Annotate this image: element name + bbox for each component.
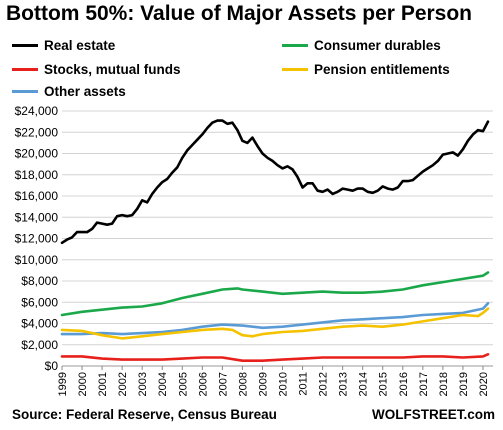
- x-tick-label: 2018: [438, 372, 450, 396]
- x-tick-label: 2000: [77, 372, 89, 396]
- legend-swatch-other-assets: [12, 89, 38, 93]
- legend-label-other-assets: Other assets: [44, 83, 126, 99]
- y-tick-label: $8,000: [21, 274, 58, 288]
- x-tick-label: 2012: [318, 372, 330, 396]
- y-tick-label: $12,000: [15, 232, 59, 246]
- x-tick-label: 2006: [197, 372, 209, 396]
- x-tick-label: 2010: [278, 372, 290, 396]
- x-tick-label: 2020: [478, 372, 490, 396]
- x-tick-label: 2007: [217, 372, 229, 396]
- legend-label-stocks: Stocks, mutual funds: [44, 61, 181, 77]
- x-tick-label: 1999: [57, 372, 69, 396]
- y-axis-tick-labels: $0 $2,000 $4,000 $6,000 $8,000 $10,000 $12,000…: [15, 104, 59, 373]
- legend-item-real-estate: Real estate: [12, 37, 115, 53]
- x-tick-label: 2013: [338, 372, 350, 396]
- series-line-pension-entitlements: [60, 307, 490, 340]
- source-note: Source: Federal Reserve, Census Bureau: [12, 407, 277, 422]
- chart-title: Bottom 50%: Value of Major Assets per Pe…: [6, 2, 473, 25]
- gridlines: [62, 110, 493, 367]
- y-tick-label: $16,000: [15, 189, 59, 203]
- x-tick-label: 2019: [458, 372, 470, 396]
- x-tick-label: 2008: [237, 372, 249, 396]
- legend-item-pension: Pension entitlements: [282, 61, 450, 77]
- y-tick-label: $6,000: [21, 295, 58, 309]
- series-lines: [60, 119, 490, 363]
- legend-swatch-pension: [282, 67, 308, 71]
- y-tick-label: $0: [45, 359, 59, 373]
- x-tick-label: 2015: [378, 372, 390, 396]
- x-tick-label: 2003: [137, 372, 149, 396]
- x-tick-label: 2016: [398, 372, 410, 396]
- x-tick-label: 2014: [358, 372, 370, 396]
- x-tick-label: 2002: [117, 372, 129, 396]
- legend-label-consumer-durables: Consumer durables: [314, 37, 441, 53]
- series-line-consumer-durables: [60, 271, 490, 317]
- series-line-other-assets: [60, 301, 490, 336]
- x-tick-label: 2004: [157, 372, 169, 396]
- series-line-real-estate: [60, 119, 490, 245]
- series-line-stocks-mutual-funds: [60, 352, 490, 363]
- x-tick-label: 2011: [298, 372, 310, 396]
- y-tick-label: $22,000: [15, 125, 59, 139]
- y-tick-label: $14,000: [15, 210, 59, 224]
- x-tick-label: 2001: [97, 372, 109, 396]
- x-tick-label: 2017: [418, 372, 430, 396]
- legend-item-other-assets: Other assets: [12, 83, 126, 99]
- brand-label: WOLFSTREET.com: [371, 407, 495, 422]
- legend-swatch-consumer-durables: [282, 43, 308, 47]
- y-tick-label: $2,000: [21, 338, 58, 352]
- y-tick-label: $10,000: [15, 253, 59, 267]
- y-tick-label: $20,000: [15, 147, 59, 161]
- x-axis-tick-labels: 1999 2000 2001 2002 2003 2004 2005 2006 2007 2008…: [57, 366, 490, 396]
- y-tick-label: $4,000: [21, 317, 58, 331]
- legend-item-consumer-durables: Consumer durables: [282, 37, 441, 53]
- legend-swatch-stocks: [12, 67, 38, 71]
- x-tick-label: 2005: [177, 372, 189, 396]
- x-tick-label: 2009: [257, 372, 269, 396]
- legend-label-real-estate: Real estate: [44, 37, 116, 53]
- legend-label-pension: Pension entitlements: [314, 61, 450, 77]
- legend-swatch-real-estate: [12, 43, 38, 47]
- y-tick-label: $24,000: [15, 104, 59, 118]
- legend-item-stocks: Stocks, mutual funds: [12, 61, 181, 77]
- y-tick-label: $18,000: [15, 168, 59, 182]
